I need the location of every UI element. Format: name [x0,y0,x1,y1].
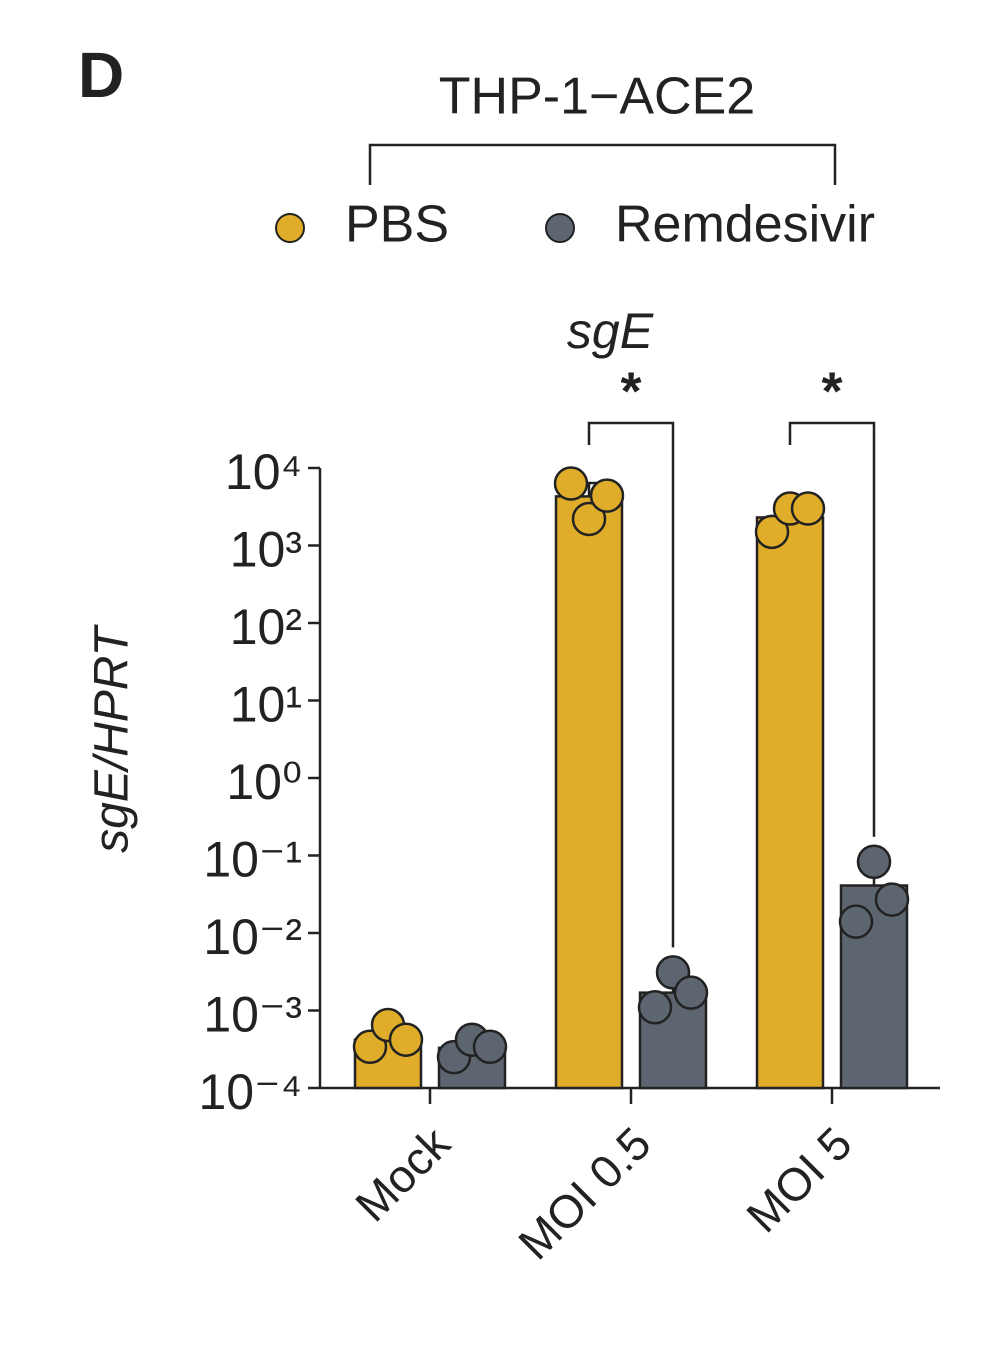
y-tick-label: 10⁻¹ [203,832,302,888]
y-tick-label: 10⁻² [203,909,302,965]
significance-bracket [788,421,876,837]
x-tick-label: MOI 5 [736,1117,861,1242]
y-tick-label: 10⁰ [226,754,302,810]
legend-marker [545,213,575,243]
data-point [571,501,607,537]
group-bracket [368,143,837,185]
legend-label: Remdesivir [615,196,875,254]
significance-bracket [587,421,675,948]
panel-label: D [78,39,124,111]
data-point [388,1022,424,1057]
data-point [472,1029,508,1065]
data-point [838,904,874,939]
significance-label: * [620,361,641,421]
bar [554,495,624,1090]
data-point [589,478,625,513]
bar [755,516,825,1090]
y-tick-label: 10¹ [230,677,302,733]
legend-label: PBS [345,196,449,254]
data-point [754,514,790,550]
group-label: THP-1−ACE2 [439,68,755,126]
y-tick-label: 10⁻⁴ [199,1064,303,1120]
data-point [553,466,589,501]
y-tick-label: 10⁻³ [203,987,302,1043]
x-tick-label: Mock [345,1116,460,1231]
significance-label: * [821,361,842,421]
y-axis-label: sgE/HPRT [86,623,139,853]
data-point [673,975,709,1010]
chart-title: sgE [567,303,654,359]
y-tick-label: 10² [230,599,302,655]
data-point [874,882,910,917]
x-tick-label: MOI 0.5 [508,1117,660,1269]
legend-marker [275,213,305,243]
data-point [790,491,826,526]
data-point [856,844,892,880]
data-point [637,990,673,1025]
y-tick-label: 10³ [230,522,302,578]
y-tick-label: 10⁴ [225,444,302,500]
